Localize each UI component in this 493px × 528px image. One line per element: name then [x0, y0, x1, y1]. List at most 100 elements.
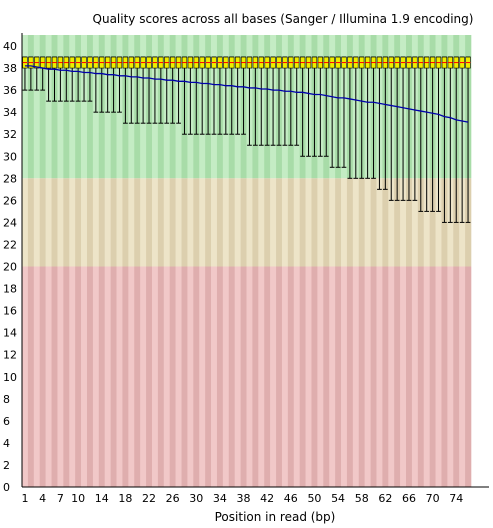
zone-good-stripe [86, 35, 94, 179]
zone-reasonable-stripe [181, 178, 188, 267]
zone-poor-stripe [346, 266, 354, 487]
zone-poor-stripe [423, 266, 430, 487]
x-tick-label: 34 [213, 492, 227, 505]
zone-reasonable-stripe [382, 178, 389, 267]
zone-reasonable-stripe [346, 178, 354, 267]
zone-reasonable-stripe [317, 178, 324, 267]
zone-good-stripe [22, 35, 29, 179]
zone-reasonable-stripe [358, 178, 365, 267]
zone-reasonable-stripe [187, 178, 194, 267]
zone-poor-stripe [228, 266, 235, 487]
zone-poor-stripe [51, 266, 58, 487]
zone-reasonable-stripe [63, 178, 70, 267]
zone-poor-stripe [370, 266, 377, 487]
zone-reasonable-stripe [281, 178, 289, 267]
zone-reasonable-stripe [228, 178, 235, 267]
x-tick-label: 50 [307, 492, 321, 505]
zone-poor-stripe [293, 266, 300, 487]
zone-reasonable-stripe [193, 178, 200, 267]
zone-good-stripe [81, 35, 88, 179]
zone-poor-stripe [406, 266, 413, 487]
y-tick-label: 34 [3, 106, 17, 119]
zone-reasonable-stripe [51, 178, 58, 267]
zone-good-stripe [75, 35, 82, 179]
zone-reasonable-stripe [57, 178, 64, 267]
zone-poor-stripe [157, 266, 165, 487]
zone-reasonable-stripe [429, 178, 436, 267]
zone-reasonable-stripe [92, 178, 100, 267]
zone-reasonable-stripe [45, 178, 52, 267]
zone-poor-stripe [134, 266, 141, 487]
zone-reasonable-stripe [311, 178, 318, 267]
zone-poor-stripe [240, 266, 247, 487]
zone-poor-stripe [388, 266, 395, 487]
y-tick-label: 14 [3, 327, 17, 340]
zone-reasonable-stripe [157, 178, 165, 267]
zone-reasonable-stripe [211, 178, 218, 267]
zone-reasonable-stripe [69, 178, 76, 267]
zone-good-stripe [45, 35, 52, 179]
y-tick-label: 8 [3, 393, 10, 406]
zone-poor-stripe [335, 266, 342, 487]
zone-poor-stripe [193, 266, 200, 487]
zone-poor-stripe [270, 266, 277, 487]
zone-reasonable-stripe [86, 178, 94, 267]
zone-poor-stripe [382, 266, 389, 487]
zone-poor-stripe [116, 266, 123, 487]
y-tick-label: 6 [3, 415, 10, 428]
y-tick-label: 36 [3, 84, 17, 97]
zone-poor-stripe [187, 266, 194, 487]
zone-reasonable-stripe [264, 178, 271, 267]
zone-poor-stripe [104, 266, 111, 487]
x-tick-label: 66 [402, 492, 416, 505]
zone-reasonable-stripe [134, 178, 141, 267]
zone-reasonable-stripe [417, 178, 425, 267]
x-tick-label: 70 [426, 492, 440, 505]
zone-poor-stripe [358, 266, 365, 487]
zone-poor-stripe [140, 266, 147, 487]
zone-poor-stripe [33, 266, 41, 487]
zone-reasonable-stripe [199, 178, 206, 267]
zone-reasonable-stripe [352, 178, 360, 267]
zone-poor-stripe [92, 266, 100, 487]
zone-poor-stripe [435, 266, 442, 487]
zone-poor-stripe [128, 266, 135, 487]
zone-reasonable-stripe [258, 178, 265, 267]
y-tick-label: 10 [3, 371, 17, 384]
x-tick-label: 10 [71, 492, 85, 505]
x-tick-label: 38 [237, 492, 251, 505]
zone-reasonable-stripe [128, 178, 135, 267]
y-tick-label: 40 [3, 40, 17, 53]
y-tick-label: 4 [3, 437, 10, 450]
zone-poor-stripe [169, 266, 176, 487]
x-tick-label: 42 [260, 492, 274, 505]
zone-reasonable-stripe [81, 178, 88, 267]
zone-poor-stripe [323, 266, 330, 487]
zone-reasonable-stripe [246, 178, 253, 267]
zone-poor-stripe [352, 266, 360, 487]
zone-poor-stripe [86, 266, 94, 487]
zone-poor-stripe [465, 266, 472, 487]
zone-reasonable-stripe [435, 178, 442, 267]
zone-reasonable-stripe [270, 178, 277, 267]
zone-poor-stripe [63, 266, 70, 487]
zone-poor-stripe [81, 266, 88, 487]
zone-poor-stripe [27, 266, 35, 487]
zone-poor-stripe [98, 266, 106, 487]
y-tick-label: 30 [3, 150, 17, 163]
zone-poor-stripe [258, 266, 265, 487]
zone-reasonable-stripe [423, 178, 430, 267]
zone-reasonable-stripe [376, 178, 383, 267]
zone-poor-stripe [222, 266, 230, 487]
zone-reasonable-stripe [216, 178, 224, 267]
zone-poor-stripe [394, 266, 401, 487]
zone-poor-stripe [252, 266, 259, 487]
zone-poor-stripe [459, 266, 466, 487]
y-tick-label: 12 [3, 349, 17, 362]
zone-reasonable-stripe [364, 178, 371, 267]
zone-poor-stripe [287, 266, 295, 487]
zone-poor-stripe [246, 266, 253, 487]
zone-reasonable-stripe [22, 178, 29, 267]
